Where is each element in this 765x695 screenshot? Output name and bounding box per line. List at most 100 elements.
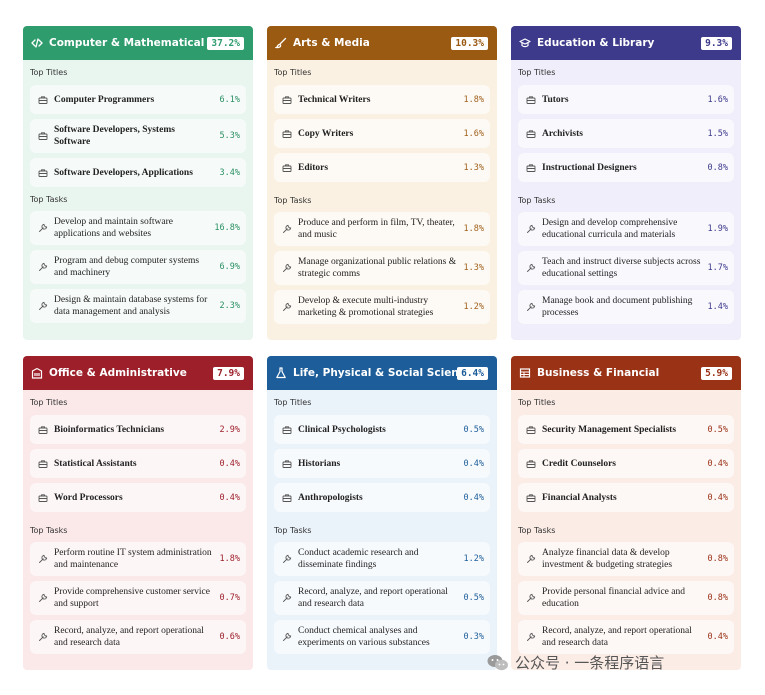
- card-share-badge: 10.3%: [451, 36, 488, 50]
- top-task-item[interactable]: Produce and perform in film, TV, theater…: [274, 212, 490, 246]
- title-label: Archivists: [542, 128, 583, 139]
- top-task-item[interactable]: Conduct chemical analyses and experiment…: [274, 620, 490, 654]
- title-share: 2.9%: [219, 424, 240, 435]
- top-task-item[interactable]: Record, analyze, and report operational …: [518, 620, 734, 654]
- briefcase-icon: [282, 163, 292, 173]
- title-share: 0.4%: [707, 458, 728, 469]
- top-titles-list: Bioinformatics Technicians 2.9% Statistica…: [23, 415, 253, 512]
- briefcase-icon: [38, 425, 48, 435]
- briefcase-icon: [38, 168, 48, 178]
- top-task-item[interactable]: Perform routine IT system administration…: [30, 542, 246, 576]
- top-task-item[interactable]: Design and develop comprehensive educati…: [518, 212, 734, 246]
- top-task-item[interactable]: Record, analyze, and report operational …: [274, 581, 490, 615]
- top-title-item[interactable]: Tutors 1.6%: [518, 85, 734, 114]
- top-task-item[interactable]: Manage book and document publishing proc…: [518, 290, 734, 324]
- wrench-icon: [38, 301, 48, 311]
- task-label: Manage book and document publishing proc…: [542, 296, 693, 318]
- top-tasks-list: Design and develop comprehensive educati…: [511, 212, 741, 324]
- card-share-badge: 5.9%: [701, 366, 732, 380]
- wrench-icon: [526, 632, 536, 642]
- wrench-icon: [282, 632, 292, 642]
- wrench-icon: [38, 223, 48, 233]
- card-education-library: Education & Library 9.3% Top Titles Tutors 1…: [511, 26, 741, 340]
- top-title-item[interactable]: Copy Writers 1.6%: [274, 119, 490, 148]
- top-title-item[interactable]: Software Developers, Applications 3.4%: [30, 158, 246, 187]
- task-label: Record, analyze, and report operational …: [298, 587, 448, 609]
- card-header: Education & Library 9.3%: [511, 26, 741, 60]
- title-share: 0.4%: [707, 492, 728, 503]
- top-task-item[interactable]: Conduct academic research and disseminat…: [274, 542, 490, 576]
- top-task-item[interactable]: Develop & execute multi-industry marketi…: [274, 290, 490, 324]
- top-task-item[interactable]: Manage organizational public relations &…: [274, 251, 490, 285]
- top-title-item[interactable]: Instructional Designers 0.8%: [518, 153, 734, 182]
- card-life-physical-social-science: Life, Physical & Social Science 6.4% Top T…: [267, 356, 497, 670]
- wrench-icon: [38, 262, 48, 272]
- top-title-item[interactable]: Credit Counselors 0.4%: [518, 449, 734, 478]
- wrench-icon: [526, 593, 536, 603]
- code-icon: [31, 37, 43, 49]
- top-title-item[interactable]: Bioinformatics Technicians 2.9%: [30, 415, 246, 444]
- task-share: 1.4%: [707, 302, 728, 312]
- top-titles-list: Security Management Specialists 0.5% Credi…: [511, 415, 741, 512]
- briefcase-icon: [38, 459, 48, 469]
- top-title-item[interactable]: Word Processors 0.4%: [30, 483, 246, 512]
- top-title-item[interactable]: Archivists 1.5%: [518, 119, 734, 148]
- top-task-item[interactable]: Provide personal financial advice and ed…: [518, 581, 734, 615]
- card-header: Life, Physical & Social Science 6.4%: [267, 356, 497, 390]
- task-share: 0.3%: [463, 632, 484, 642]
- title-label: Instructional Designers: [542, 162, 637, 173]
- task-share: 1.9%: [707, 224, 728, 234]
- task-share: 0.7%: [219, 593, 240, 603]
- briefcase-icon: [282, 95, 292, 105]
- top-title-item[interactable]: Financial Analysts 0.4%: [518, 483, 734, 512]
- wrench-icon: [282, 224, 292, 234]
- top-task-item[interactable]: Analyze financial data & develop investm…: [518, 542, 734, 576]
- top-title-item[interactable]: Software Developers, Systems Software 5.3…: [30, 119, 246, 153]
- briefcase-icon: [282, 459, 292, 469]
- top-title-item[interactable]: Anthropologists 0.4%: [274, 483, 490, 512]
- top-title-item[interactable]: Statistical Assistants 0.4%: [30, 449, 246, 478]
- title-share: 1.3%: [463, 162, 484, 173]
- task-share: 0.8%: [707, 554, 728, 564]
- task-share: 16.8%: [214, 223, 240, 233]
- title-label: Editors: [298, 162, 329, 173]
- title-share: 5.3%: [219, 131, 240, 141]
- title-share: 1.8%: [463, 94, 484, 105]
- title-label: Word Processors: [54, 492, 123, 503]
- top-title-item[interactable]: Security Management Specialists 0.5%: [518, 415, 734, 444]
- task-share: 1.3%: [463, 263, 484, 273]
- top-title-item[interactable]: Historians 0.4%: [274, 449, 490, 478]
- top-title-item[interactable]: Computer Programmers 6.1%: [30, 85, 246, 114]
- title-share: 0.5%: [463, 424, 484, 435]
- card-header: Computer & Mathematical 37.2%: [23, 26, 253, 60]
- top-title-item[interactable]: Editors 1.3%: [274, 153, 490, 182]
- title-share: 1.5%: [707, 128, 728, 139]
- top-task-item[interactable]: Provide comprehensive customer service a…: [30, 581, 246, 615]
- card-title: Life, Physical & Social Science: [293, 367, 458, 379]
- top-title-item[interactable]: Technical Writers 1.8%: [274, 85, 490, 114]
- wrench-icon: [526, 302, 536, 312]
- title-label: Copy Writers: [298, 128, 354, 139]
- task-share: 1.7%: [707, 263, 728, 273]
- top-task-item[interactable]: Develop and maintain software applicatio…: [30, 211, 246, 245]
- top-task-item[interactable]: Design & maintain database systems for d…: [30, 289, 246, 323]
- card-title: Computer & Mathematical: [49, 37, 205, 49]
- card-computer-mathematical: Computer & Mathematical 37.2% Top Titles Co…: [23, 26, 253, 340]
- title-label: Security Management Specialists: [542, 424, 677, 435]
- top-titles-heading: Top Titles: [518, 68, 556, 77]
- task-label: Conduct chemical analyses and experiment…: [298, 626, 430, 648]
- title-label: Financial Analysts: [542, 492, 617, 503]
- graduation-cap-icon: [519, 37, 531, 49]
- title-share: 1.6%: [463, 128, 484, 139]
- top-task-item[interactable]: Record, analyze, and report operational …: [30, 620, 246, 654]
- top-title-item[interactable]: Clinical Psychologists 0.5%: [274, 415, 490, 444]
- card-header: Arts & Media 10.3%: [267, 26, 497, 60]
- top-tasks-heading: Top Tasks: [30, 526, 68, 535]
- briefcase-icon: [38, 95, 48, 105]
- title-label: Clinical Psychologists: [298, 424, 386, 435]
- title-share: 0.4%: [219, 458, 240, 469]
- title-label: Credit Counselors: [542, 458, 616, 469]
- wrench-icon: [282, 302, 292, 312]
- top-task-item[interactable]: Program and debug computer systems and m…: [30, 250, 246, 284]
- top-task-item[interactable]: Teach and instruct diverse subjects acro…: [518, 251, 734, 285]
